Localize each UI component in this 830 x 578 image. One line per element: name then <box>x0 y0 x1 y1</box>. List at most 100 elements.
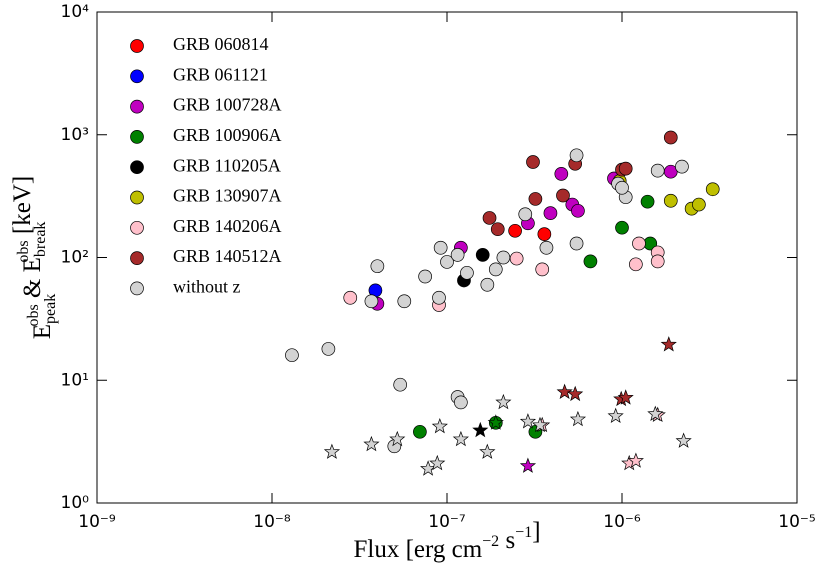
circle-point <box>618 161 633 176</box>
label-sub: peak <box>42 294 59 324</box>
circle-point <box>615 220 629 235</box>
y-tick-label: 10¹ <box>61 370 89 390</box>
star-point <box>569 410 587 427</box>
star-point <box>389 430 406 447</box>
legend-marker <box>130 99 144 114</box>
circle-point <box>526 155 540 169</box>
label-sup: obs <box>25 304 42 326</box>
circle-point <box>640 194 655 209</box>
circle-point <box>675 159 689 174</box>
circle-point <box>528 192 543 206</box>
circle-point <box>692 197 706 212</box>
circle-point <box>632 236 646 251</box>
circle-point <box>583 254 598 269</box>
label-sup: obs <box>15 240 32 262</box>
circle-point <box>537 227 552 241</box>
legend-label: GRB 100906A <box>173 125 282 145</box>
circle-point <box>554 167 569 181</box>
star-point <box>531 416 549 433</box>
label-sup: −1 <box>515 524 532 541</box>
y-tick-label: 10² <box>61 248 89 268</box>
label-text: [keV] <box>9 176 36 241</box>
circle-point <box>571 203 585 218</box>
legend-label: GRB 140512A <box>173 246 282 266</box>
circle-point <box>509 251 524 266</box>
star-point <box>495 393 512 410</box>
circle-point <box>508 223 522 238</box>
legend-label: GRB 100728A <box>173 95 282 115</box>
circle-point <box>569 148 584 163</box>
star-point <box>627 452 644 468</box>
legend-marker <box>130 281 144 296</box>
label-sup: −2 <box>482 533 499 550</box>
circle-point <box>285 348 299 363</box>
y-tick-label: 10⁴ <box>61 2 90 22</box>
ylabel: Epeakobs & Ebreakobs [keV] <box>9 176 59 339</box>
circle-point <box>663 130 678 145</box>
star-point <box>452 430 469 447</box>
circle-point <box>482 211 497 225</box>
circle-point <box>539 240 554 255</box>
label-text: ] <box>532 518 540 545</box>
circle-point <box>556 188 570 203</box>
circle-point <box>397 294 412 309</box>
legend-marker <box>130 190 144 205</box>
circle-point <box>705 182 720 197</box>
x-tick-label: 10⁻⁵ <box>778 512 815 532</box>
circle-point <box>663 193 678 208</box>
circle-point <box>413 424 427 439</box>
star-point <box>567 385 584 402</box>
star-point <box>556 383 573 400</box>
star-point <box>472 421 489 438</box>
legend-marker <box>130 69 144 84</box>
star-point <box>660 336 677 352</box>
legend-marker <box>130 220 144 235</box>
star-point <box>647 405 664 422</box>
label-text: Flux [erg cm <box>353 536 482 563</box>
circle-point <box>460 265 474 280</box>
star-point <box>431 418 448 434</box>
circle-point <box>488 262 503 277</box>
circle-point <box>650 163 665 178</box>
label-text: & E <box>19 257 46 304</box>
star-point <box>479 443 496 459</box>
star-point <box>519 457 537 473</box>
star-point <box>675 432 692 448</box>
legend-marker <box>130 251 144 265</box>
legend-marker <box>130 39 144 53</box>
circle-point <box>370 259 385 274</box>
star-point <box>487 414 504 430</box>
circle-point <box>490 222 505 237</box>
legend-label: GRB 130907A <box>173 186 282 206</box>
circle-point <box>650 254 665 269</box>
x-tick-label: 10⁻⁹ <box>78 512 116 532</box>
x-tick-label: 10⁻⁶ <box>603 512 641 532</box>
circle-point <box>543 206 558 220</box>
legend-marker <box>130 130 144 144</box>
circle-point <box>496 250 511 265</box>
y-tick-label: 10³ <box>61 125 89 145</box>
y-tick-label: 10⁰ <box>61 493 90 513</box>
circle-point <box>454 395 468 410</box>
circle-point <box>615 180 629 195</box>
circle-point <box>364 294 379 309</box>
label-text: s <box>499 527 515 554</box>
circle-point <box>535 262 550 277</box>
circle-point <box>418 269 432 284</box>
legend-label: GRB 140206A <box>173 216 282 236</box>
legend-marker <box>130 160 144 175</box>
circle-point <box>393 377 408 392</box>
label-text: E <box>29 324 56 339</box>
circle-point <box>432 290 446 305</box>
x-tick-label: 10⁻⁷ <box>428 512 466 532</box>
circle-point <box>475 248 490 262</box>
star-point <box>617 389 634 405</box>
circle-point <box>343 290 358 305</box>
star-point <box>429 454 446 471</box>
star-point <box>519 413 537 429</box>
circle-point <box>629 257 643 272</box>
legend-label: GRB 061121 <box>173 64 268 84</box>
circle-point <box>321 342 336 356</box>
circle-point <box>480 277 495 292</box>
